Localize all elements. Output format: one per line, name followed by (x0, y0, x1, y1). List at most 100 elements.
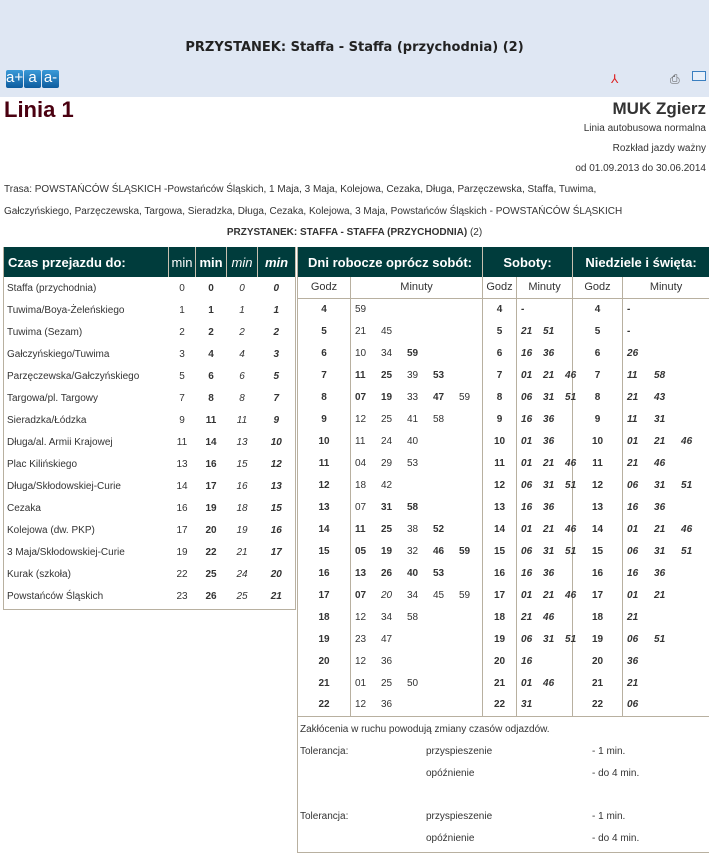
minute: 21 (654, 435, 666, 447)
minute: 16 (521, 413, 533, 425)
minute: 16 (521, 655, 533, 667)
font-increase-button[interactable]: a+ (6, 69, 24, 88)
travel-minutes: 11 (205, 414, 217, 426)
top-band (0, 0, 709, 97)
travel-minutes: 15 (236, 458, 248, 470)
minute: 21 (627, 611, 639, 623)
minute: 43 (654, 391, 666, 403)
travel-minutes: 3 (179, 348, 185, 360)
hour-cell: 4 (572, 298, 624, 320)
travel-minutes: 0 (273, 282, 280, 294)
minute: 07 (355, 501, 367, 513)
hour-cell: 4 (482, 298, 518, 320)
travel-minutes: 1 (273, 304, 280, 316)
email-icon[interactable] (692, 71, 706, 81)
travel-minutes: 26 (205, 591, 217, 603)
minute: 07 (355, 589, 367, 601)
sundays-minutes: 06 31 51 (623, 474, 709, 496)
weekdays-minutes: 07 31 58 (350, 496, 484, 518)
minute: 41 (407, 413, 419, 425)
hour-cell: 14 (572, 518, 624, 540)
minute: 01 (521, 435, 533, 447)
travel-minutes: 7 (179, 392, 185, 404)
minute: 51 (654, 633, 666, 645)
minute: 16 (627, 567, 639, 579)
saturdays-minutes: - (516, 298, 574, 320)
print-icon[interactable]: ⎙ (670, 72, 680, 86)
minute: 46 (565, 523, 577, 535)
minute: 05 (355, 545, 367, 557)
sundays-minutes: 11 58 (623, 364, 709, 386)
minute: 46 (565, 457, 577, 469)
hour-cell: 21 (572, 672, 624, 694)
minute: 06 (521, 633, 533, 645)
travel-minutes: 16 (176, 502, 188, 514)
minute: 21 (627, 677, 639, 689)
timetable-row: 5 21 45 5 21 51 5- (297, 320, 709, 342)
travel-minutes: 20 (270, 568, 282, 580)
travel-minutes: 25 (236, 591, 248, 603)
hour-cell: 22 (297, 694, 351, 716)
minute: 24 (381, 435, 393, 447)
travel-minutes: 11 (176, 436, 188, 448)
hour-cell: 14 (297, 518, 351, 540)
table-row: Powstańców Śląskich 23 26 25 21 (4, 585, 296, 609)
saturdays-minutes: 01 46 (516, 672, 574, 694)
hour-col-header: Godz (297, 277, 351, 299)
travel-minutes: 9 (179, 414, 185, 426)
table-row: Targowa/pl. Targowy 7 8 8 7 (4, 387, 296, 409)
timetable-row: 8 07 19 33 47 59 8 06 31 51 8 21 43 (297, 386, 709, 408)
saturdays-minutes: 16 (516, 650, 574, 672)
hour-cell: 9 (297, 408, 351, 430)
timetable-row: 14 11 25 38 52 14 01 21 46 14 01 21 46 (297, 518, 709, 540)
departure-timetable: Dni robocze oprócz sobót: Soboty: Niedzi… (297, 247, 709, 853)
hour-cell: 4 (297, 298, 351, 320)
late-value: - do 4 min. (592, 833, 640, 844)
saturdays-minutes: 01 21 46 (516, 364, 576, 386)
hour-cell: 12 (482, 474, 518, 496)
weekdays-minutes: 12 34 58 (350, 606, 484, 628)
pdf-icon[interactable]: ⅄ (611, 72, 619, 86)
weekdays-minutes: 07 19 33 47 59 (350, 386, 484, 408)
stop-name: Parzęczewska/Gałczyńskiego (7, 370, 140, 382)
hour-col-header: Godz (482, 277, 518, 299)
travel-minutes: 0 (208, 282, 214, 294)
weekdays-minutes: 05 19 32 46 59 (350, 540, 484, 562)
minute: 12 (355, 413, 367, 425)
sundays-minutes: 06 51 (623, 628, 709, 650)
minute: 21 (521, 611, 533, 623)
travel-minutes: 23 (176, 591, 188, 603)
table-row: Tuwima/Boya-Żeleńskiego 1 1 1 1 (4, 299, 296, 321)
minute: 38 (407, 523, 419, 535)
minute: 33 (407, 391, 419, 403)
minute: 16 (521, 567, 533, 579)
font-decrease-button[interactable]: a- (42, 69, 59, 88)
weekdays-minutes: 12 25 41 58 (350, 408, 484, 430)
minute: 31 (543, 479, 555, 491)
minute: 13 (355, 567, 367, 579)
timetable-row: 11 04 29 53 11 01 21 46 11 21 46 (297, 452, 709, 474)
travel-minutes: 17 (270, 546, 282, 558)
travel-minutes: 22 (176, 568, 188, 580)
minute: 01 (521, 677, 533, 689)
hour-cell: 17 (572, 584, 624, 606)
travel-minutes: 0 (239, 282, 245, 294)
minute: 06 (627, 633, 639, 645)
hour-cell: 13 (482, 496, 518, 518)
early-label: przyspieszenie (426, 811, 493, 822)
travel-minutes: 1 (208, 304, 214, 316)
minute: 46 (654, 457, 666, 469)
minute: 25 (381, 369, 393, 381)
stop-name: Długa/Skłodowskiej-Curie (7, 480, 121, 492)
hour-cell: 20 (482, 650, 518, 672)
saturdays-minutes: 01 21 46 (516, 452, 576, 474)
minute: 46 (681, 523, 693, 535)
hour-cell: 7 (572, 364, 624, 386)
early-value: - 1 min. (592, 746, 626, 757)
table-row: Sieradzka/Łódzka 9 11 11 9 (4, 409, 296, 431)
valid-range: od 01.09.2013 do 30.06.2014 (575, 163, 706, 174)
sundays-minutes: 16 36 (623, 562, 709, 584)
minute: 21 (355, 325, 367, 337)
font-normal-button[interactable]: a (24, 70, 41, 88)
weekdays-minutes: 11 24 40 (350, 430, 484, 452)
